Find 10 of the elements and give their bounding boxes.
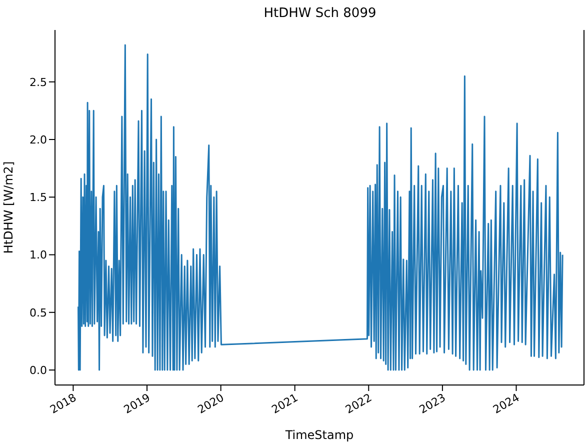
chart-title: HtDHW Sch 8099 <box>262 6 378 21</box>
y-tick-label: 0.0 <box>30 364 47 377</box>
x-axis-title: TimeStamp <box>284 428 354 442</box>
line-series <box>78 44 564 371</box>
y-tick-label: 1.0 <box>30 248 47 262</box>
y-tick-label: 2.0 <box>30 133 47 146</box>
y-tick-label: 0.5 <box>30 306 47 320</box>
y-tick-label: 2.5 <box>30 76 47 89</box>
y-tick-label: 1.5 <box>30 191 47 204</box>
y-axis-title: HtDHW [W/m2] <box>1 161 16 254</box>
